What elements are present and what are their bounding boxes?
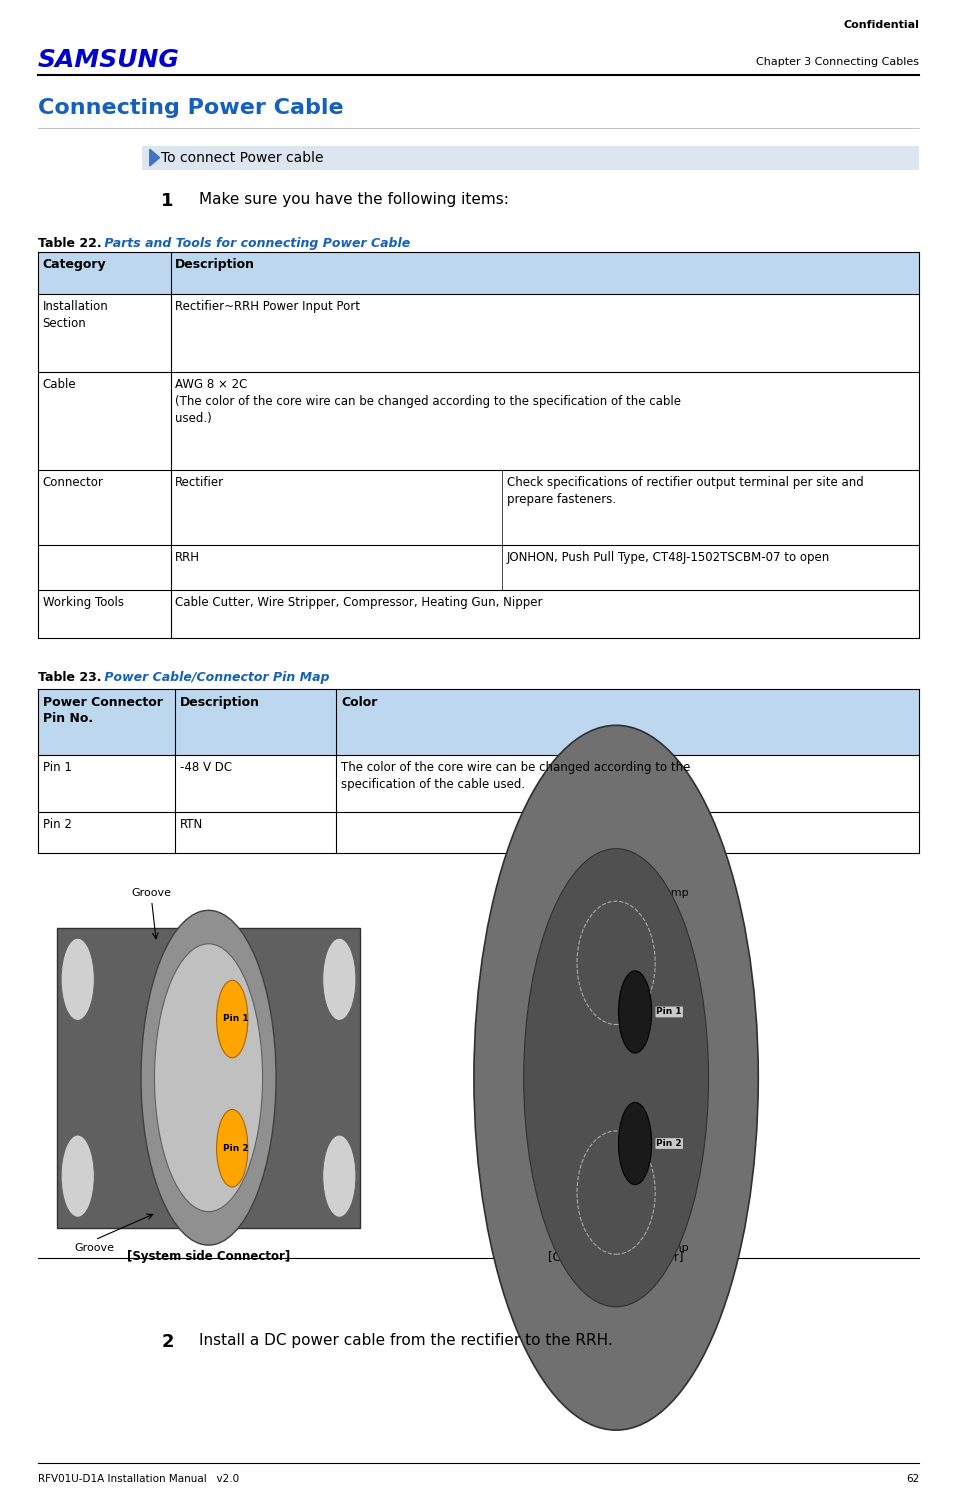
Text: Bump: Bump (657, 1243, 690, 1253)
Text: RTN: RTN (180, 818, 203, 832)
Text: Pin 1: Pin 1 (42, 761, 72, 775)
Text: Chapter 3 Connecting Cables: Chapter 3 Connecting Cables (757, 57, 920, 68)
Text: RRH: RRH (175, 551, 200, 564)
Text: Bump: Bump (657, 887, 690, 898)
FancyBboxPatch shape (38, 689, 920, 755)
Text: Power Cable/Connector Pin Map: Power Cable/Connector Pin Map (100, 671, 329, 684)
Ellipse shape (323, 1135, 356, 1217)
Ellipse shape (61, 1135, 94, 1217)
Text: Rectifier: Rectifier (175, 476, 224, 489)
Ellipse shape (141, 910, 276, 1246)
Text: Description: Description (180, 695, 260, 708)
Text: [System side Connector]: [System side Connector] (127, 1250, 291, 1264)
Polygon shape (150, 149, 159, 167)
Text: Power Connector
Pin No.: Power Connector Pin No. (42, 695, 162, 725)
Ellipse shape (61, 938, 94, 1021)
Text: Color: Color (341, 695, 378, 708)
Text: Rectifier~RRH Power Input Port: Rectifier~RRH Power Input Port (175, 300, 361, 314)
Ellipse shape (524, 848, 709, 1307)
Text: Pin 1: Pin 1 (656, 1007, 682, 1016)
FancyBboxPatch shape (57, 928, 361, 1228)
Text: Pin 2: Pin 2 (656, 1139, 682, 1148)
Text: [Cable side Connector]: [Cable side Connector] (549, 1250, 684, 1264)
Text: Cable Cutter, Wire Stripper, Compressor, Heating Gun, Nipper: Cable Cutter, Wire Stripper, Compressor,… (175, 596, 543, 609)
Text: Table 23.: Table 23. (38, 671, 102, 684)
Ellipse shape (619, 1102, 652, 1184)
Ellipse shape (619, 971, 652, 1054)
Text: Table 22.: Table 22. (38, 237, 102, 251)
FancyBboxPatch shape (38, 252, 920, 294)
Ellipse shape (217, 1109, 247, 1187)
Text: Groove: Groove (131, 887, 172, 898)
Text: Confidential: Confidential (844, 20, 920, 30)
FancyBboxPatch shape (142, 146, 920, 170)
Text: Description: Description (175, 258, 255, 272)
Text: To connect Power cable: To connect Power cable (161, 150, 323, 165)
Text: -48 V DC: -48 V DC (180, 761, 232, 775)
Text: SAMSUNG: SAMSUNG (38, 48, 179, 72)
Text: Parts and Tools for connecting Power Cable: Parts and Tools for connecting Power Cab… (100, 237, 409, 251)
Ellipse shape (154, 944, 263, 1211)
Text: Connecting Power Cable: Connecting Power Cable (38, 98, 343, 117)
Ellipse shape (474, 725, 759, 1430)
Text: Check specifications of rectifier output terminal per site and
prepare fasteners: Check specifications of rectifier output… (507, 476, 864, 506)
Text: The color of the core wire can be changed according to the
specification of the : The color of the core wire can be change… (341, 761, 690, 791)
Text: RFV01U-D1A Installation Manual   v2.0: RFV01U-D1A Installation Manual v2.0 (38, 1474, 239, 1484)
Text: 1: 1 (161, 192, 174, 210)
Text: 2: 2 (161, 1333, 174, 1351)
Text: Connector: Connector (42, 476, 104, 489)
Text: JONHON, Push Pull Type, CT48J-1502TSCBM-07 to open: JONHON, Push Pull Type, CT48J-1502TSCBM-… (507, 551, 830, 564)
Text: Cable: Cable (42, 378, 77, 392)
Text: Pin 2: Pin 2 (42, 818, 72, 832)
Text: Pin 1: Pin 1 (222, 1015, 248, 1024)
Text: Working Tools: Working Tools (42, 596, 124, 609)
Text: AWG 8 × 2C
(The color of the core wire can be changed according to the specifica: AWG 8 × 2C (The color of the core wire c… (175, 378, 681, 425)
Ellipse shape (217, 980, 247, 1058)
Text: Install a DC power cable from the rectifier to the RRH.: Install a DC power cable from the rectif… (199, 1333, 613, 1348)
Text: Pin 2: Pin 2 (222, 1144, 248, 1153)
Ellipse shape (323, 938, 356, 1021)
Text: Category: Category (42, 258, 106, 272)
Text: Groove: Groove (75, 1243, 115, 1253)
Text: Installation
Section: Installation Section (42, 300, 108, 330)
Text: Make sure you have the following items:: Make sure you have the following items: (199, 192, 509, 207)
Text: 62: 62 (906, 1474, 920, 1484)
